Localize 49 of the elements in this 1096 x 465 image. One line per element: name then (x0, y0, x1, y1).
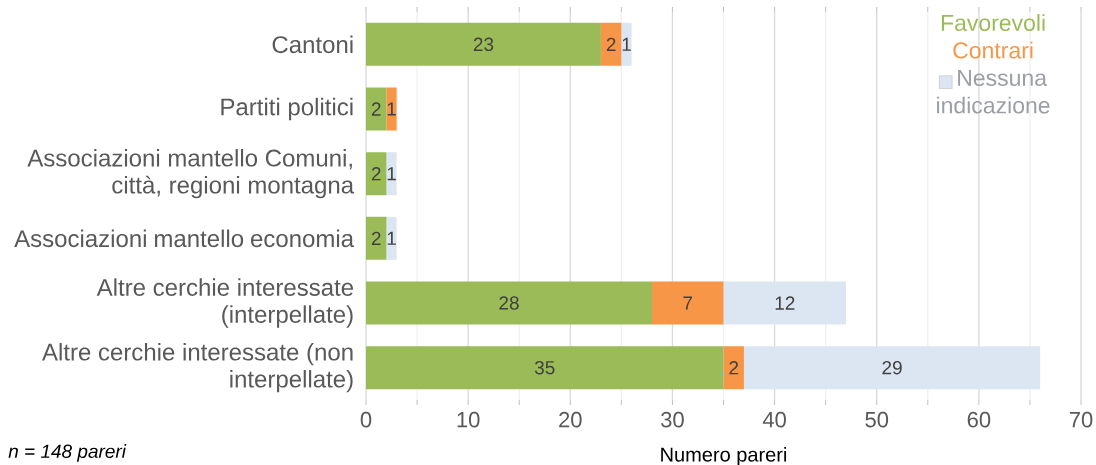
y-tick-label: Cantoni (272, 35, 353, 54)
x-tick-label: 30 (661, 411, 684, 428)
y-tick-label: Altre cerchie interessate (interpellate) (96, 278, 354, 328)
data-label: 2 (371, 231, 381, 245)
legend-label: Nessuna indicazione (937, 69, 1050, 114)
data-label: 2 (371, 102, 381, 116)
bar (366, 216, 387, 260)
x-tick-label: 60 (967, 411, 991, 428)
bar (743, 346, 1041, 390)
text: n = 148 pareri (8, 444, 127, 462)
bar (366, 87, 387, 131)
bar (366, 152, 387, 196)
data-label: 1 (387, 102, 396, 116)
data-label: 1 (622, 37, 631, 51)
x-tick-label: 10 (457, 411, 480, 428)
y-tick-label: Associazioni mantello economia (14, 229, 355, 248)
bar (621, 22, 632, 66)
data-label: 23 (473, 37, 494, 52)
x-tick-label: 40 (762, 411, 786, 428)
x-tick-label: 20 (559, 411, 582, 428)
text: Contrari (953, 41, 1033, 59)
x-tick-label: 70 (1069, 411, 1093, 428)
bar (386, 216, 397, 260)
y-tick-label: Altre cerchie interessate (non interpellate) (42, 342, 353, 393)
data-label: 35 (534, 360, 555, 375)
x-axis-title: Numero pareri (661, 446, 787, 465)
y-tick-label: Associazioni mantello Comuni, città, regioni montagna (27, 148, 355, 199)
data-label: 1 (387, 167, 396, 181)
data-label: 2 (371, 167, 381, 181)
bar (366, 22, 601, 66)
data-label: 28 (499, 296, 519, 310)
text: Favorevoli (941, 14, 1045, 32)
bar (723, 346, 744, 390)
data-label: 12 (775, 296, 795, 310)
bar (723, 281, 847, 325)
bar (652, 281, 724, 325)
bar (366, 346, 724, 390)
bar (600, 22, 622, 66)
x-tick-label: 0 (360, 411, 372, 428)
bar (386, 152, 397, 196)
data-label: 2 (606, 37, 616, 51)
data-label: 1 (387, 231, 396, 245)
y-tick-label: Partiti politici (221, 97, 353, 121)
data-label: 7 (683, 296, 693, 310)
bar (366, 281, 652, 325)
bar (386, 87, 397, 131)
x-tick-label: 50 (865, 411, 889, 428)
data-label: 29 (882, 360, 902, 375)
data-label: 2 (729, 361, 739, 375)
